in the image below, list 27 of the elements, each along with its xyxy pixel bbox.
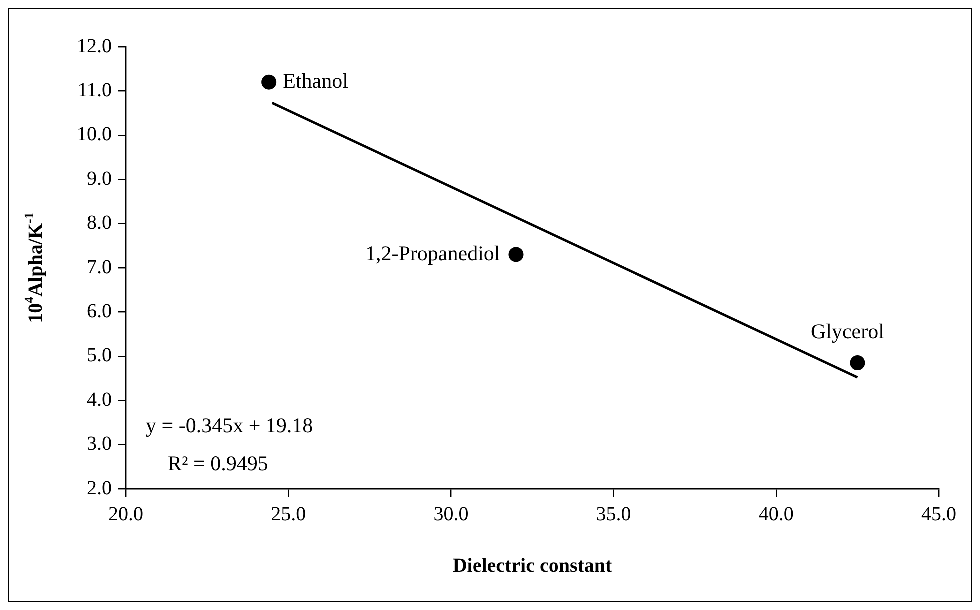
y-tick-label: 2.0 — [87, 477, 112, 500]
point — [262, 74, 277, 90]
annotation: R² = 0.9495 — [168, 452, 268, 476]
point — [508, 247, 524, 262]
y-tick-label: 3.0 — [87, 433, 112, 456]
y-tick-label: 11.0 — [78, 79, 112, 102]
y-tick-label: 5.0 — [87, 344, 112, 367]
annotation: 1,2-Propanediol — [366, 241, 500, 266]
x-tick-label: 40.0 — [758, 503, 794, 526]
point — [850, 356, 866, 371]
y-tick-label: 7.0 — [87, 256, 112, 278]
x-tick-label: 20.0 — [108, 503, 144, 526]
y-tick-label: 12.0 — [77, 35, 112, 58]
y-tick-label: 9.0 — [87, 168, 112, 190]
y-axis-title: 104Alpha/K-1 — [21, 212, 48, 324]
y-tick-label: 6.0 — [87, 300, 112, 322]
annotation: Glycerol — [810, 320, 885, 344]
y-tick-label: 4.0 — [87, 388, 112, 411]
x-tick-label: 30.0 — [434, 503, 469, 526]
annotation: Ethanol — [283, 68, 349, 93]
y-tick-label: 10.0 — [77, 124, 112, 146]
x-tick-label: 45.0 — [922, 503, 956, 526]
x-tick-label: 35.0 — [596, 503, 632, 526]
annotation: y = -0.345x + 19.18 — [146, 414, 314, 438]
y-tick-label: 8.0 — [87, 212, 112, 234]
x-axis-title: Dielectric constant — [452, 555, 613, 578]
x-tick-label: 25.0 — [271, 503, 306, 526]
